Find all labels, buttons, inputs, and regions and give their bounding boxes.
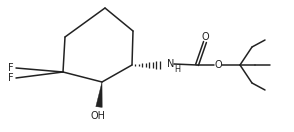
Text: H: H — [174, 65, 180, 74]
Text: OH: OH — [91, 111, 106, 121]
Polygon shape — [96, 82, 102, 107]
Text: O: O — [214, 60, 222, 70]
Text: N: N — [167, 59, 174, 69]
Text: F: F — [8, 73, 14, 83]
Text: O: O — [201, 32, 209, 42]
Text: F: F — [8, 63, 14, 73]
